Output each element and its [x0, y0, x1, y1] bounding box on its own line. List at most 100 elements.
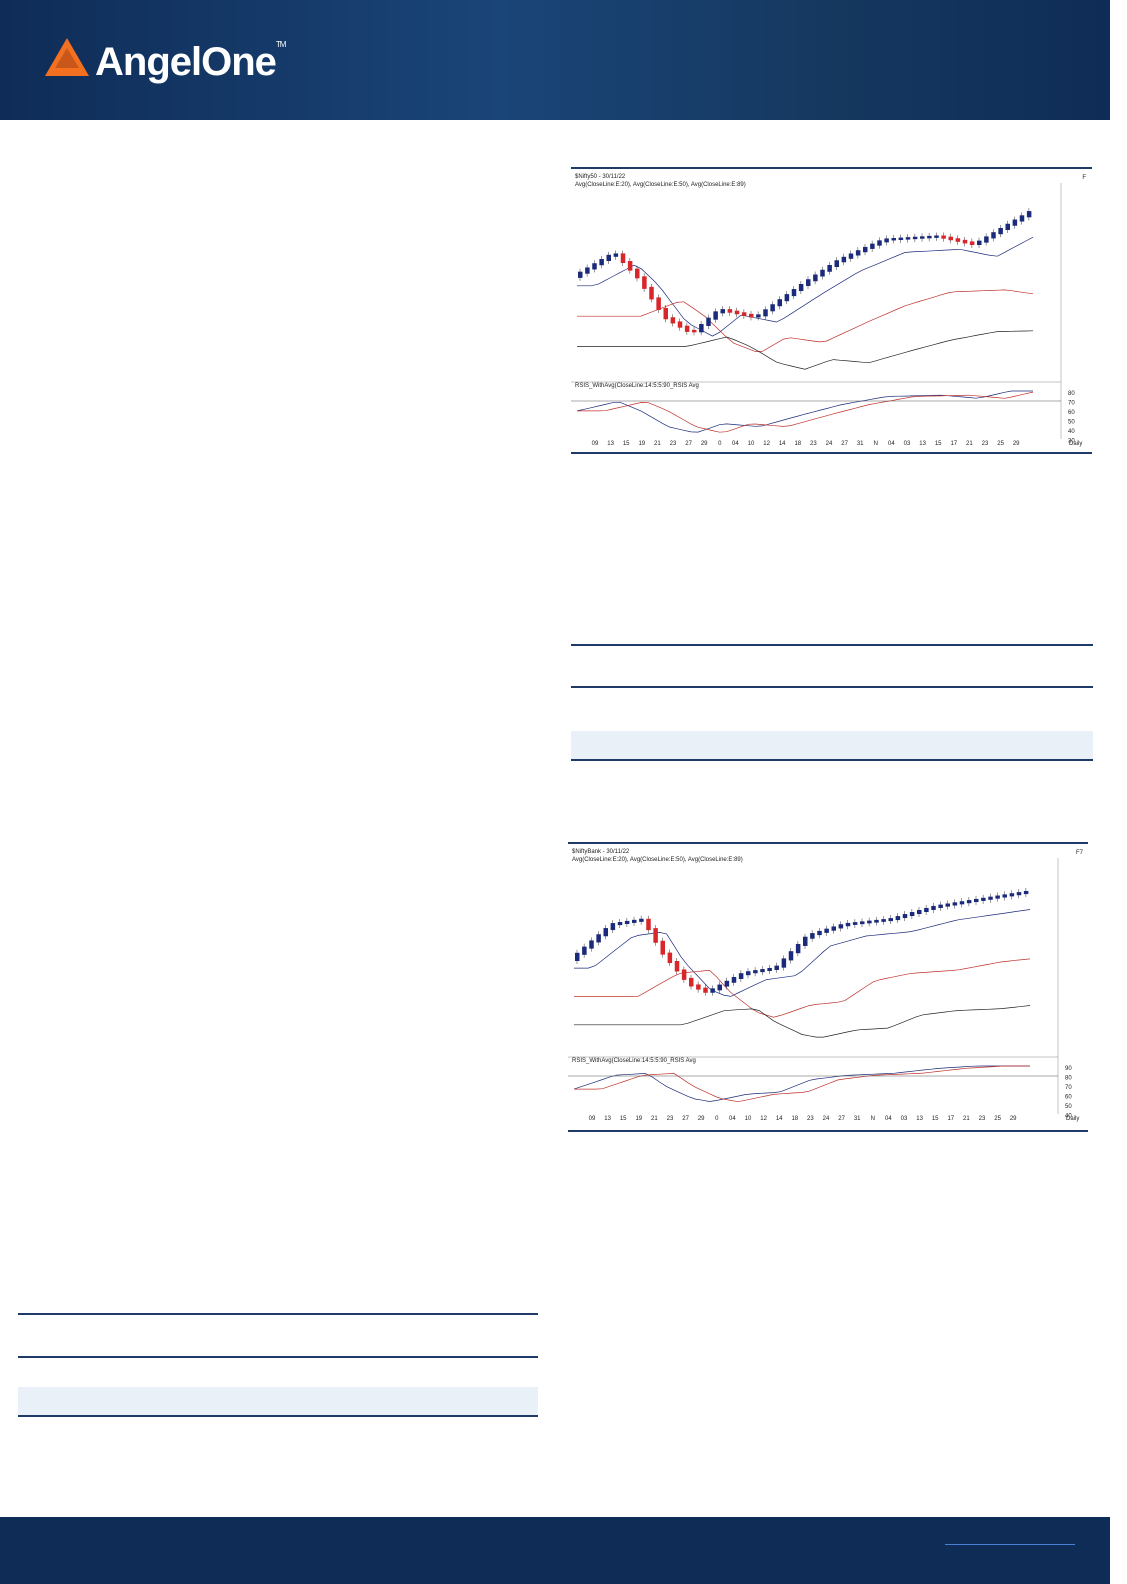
- candle: [724, 980, 730, 987]
- candle: [845, 922, 851, 927]
- candle: [848, 253, 854, 259]
- candle: [596, 934, 601, 943]
- x-tick-label: 24: [826, 441, 833, 447]
- x-tick-label: 23: [667, 1116, 674, 1122]
- candle: [948, 236, 953, 241]
- candle: [774, 965, 779, 970]
- candle: [617, 922, 623, 926]
- candle: [582, 946, 587, 955]
- candle: [667, 952, 673, 964]
- candle: [813, 274, 818, 282]
- x-tick-label: 15: [935, 441, 942, 447]
- x-tick-label: 25: [997, 441, 1004, 447]
- candle: [610, 923, 616, 931]
- candle: [692, 329, 697, 333]
- candle: [817, 930, 822, 936]
- candle: [699, 323, 704, 333]
- chart-image: $Nifty50 - 30/11/22 Avg(CloseLine:E:20), …: [571, 174, 1086, 447]
- candle: [620, 253, 626, 264]
- candle: [962, 239, 968, 244]
- candle: [852, 922, 858, 925]
- candle: [788, 951, 794, 961]
- candle: [741, 312, 747, 316]
- footer-link[interactable]: [945, 1544, 1075, 1545]
- candle: [646, 918, 651, 931]
- candle: [689, 977, 694, 987]
- candle: [855, 250, 861, 256]
- candle: [606, 254, 611, 262]
- candle: [959, 901, 965, 905]
- candle: [639, 918, 644, 922]
- x-tick-label: 29: [701, 441, 708, 447]
- candle: [867, 920, 872, 924]
- x-tick-label: 17: [947, 1116, 954, 1122]
- x-tick-label: 27: [685, 441, 692, 447]
- rule: [571, 167, 1092, 169]
- rule: [568, 842, 1088, 844]
- candle: [874, 919, 879, 923]
- chart-title: $NiftyBank - 30/11/22: [572, 849, 630, 855]
- x-tick-label: 27: [682, 1116, 689, 1122]
- candle: [713, 311, 718, 320]
- logo-part: Angel: [95, 40, 202, 84]
- x-tick-label: 15: [932, 1116, 939, 1122]
- candle: [677, 321, 683, 328]
- candle: [663, 307, 668, 320]
- candle: [955, 238, 961, 242]
- candle: [877, 240, 882, 246]
- x-tick-label: 21: [963, 1116, 970, 1122]
- candle: [627, 261, 633, 271]
- chart-indicators: Avg(CloseLine:E:20), Avg(CloseLine:E:50)…: [572, 857, 743, 863]
- candle: [575, 952, 580, 961]
- x-tick-label: N: [874, 441, 878, 447]
- x-tick-label: 31: [857, 441, 864, 447]
- candle: [934, 235, 939, 238]
- candle: [585, 267, 590, 274]
- chart-image: $NiftyBank - 30/11/22 Avg(CloseLine:E:20)…: [568, 849, 1084, 1122]
- candle: [941, 235, 946, 239]
- candle: [1026, 211, 1032, 218]
- period-label: Daily: [1066, 1116, 1079, 1122]
- candle: [717, 984, 722, 991]
- x-tick-label: 29: [1010, 1116, 1017, 1122]
- rsi-tick-label: 80: [1068, 391, 1075, 397]
- candle: [727, 309, 733, 313]
- moving-average: [577, 236, 1034, 337]
- candle: [977, 240, 982, 245]
- table-rule: [18, 1356, 538, 1358]
- candle: [795, 943, 801, 954]
- x-tick-label: 04: [732, 441, 739, 447]
- candle: [981, 897, 986, 901]
- candle: [884, 238, 889, 243]
- candle: [670, 317, 676, 324]
- candle: [635, 268, 640, 279]
- candle: [912, 236, 918, 240]
- x-tick-label: 27: [841, 441, 848, 447]
- candle: [734, 310, 740, 315]
- candle: [703, 987, 708, 993]
- rsi-line: [577, 391, 1034, 433]
- x-tick-label: 13: [919, 441, 926, 447]
- candle: [927, 235, 932, 239]
- candle: [781, 958, 787, 968]
- candle: [1012, 219, 1018, 226]
- candle: [798, 284, 804, 292]
- candle: [969, 241, 975, 245]
- candle: [684, 325, 690, 332]
- x-tick-label: 27: [838, 1116, 845, 1122]
- candle: [984, 236, 989, 243]
- x-tick-label: 10: [748, 441, 755, 447]
- logo-part: One: [201, 40, 277, 84]
- candle: [891, 238, 896, 241]
- candle: [746, 971, 751, 976]
- rsi-tick-label: 60: [1068, 410, 1075, 416]
- moving-average: [577, 330, 1034, 370]
- x-tick-label: N: [871, 1116, 875, 1122]
- candle: [974, 898, 979, 903]
- moving-average: [574, 958, 1031, 1018]
- candle: [749, 313, 754, 318]
- rule: [571, 452, 1092, 454]
- candle: [738, 973, 744, 979]
- candle: [660, 940, 665, 955]
- candle: [991, 232, 996, 239]
